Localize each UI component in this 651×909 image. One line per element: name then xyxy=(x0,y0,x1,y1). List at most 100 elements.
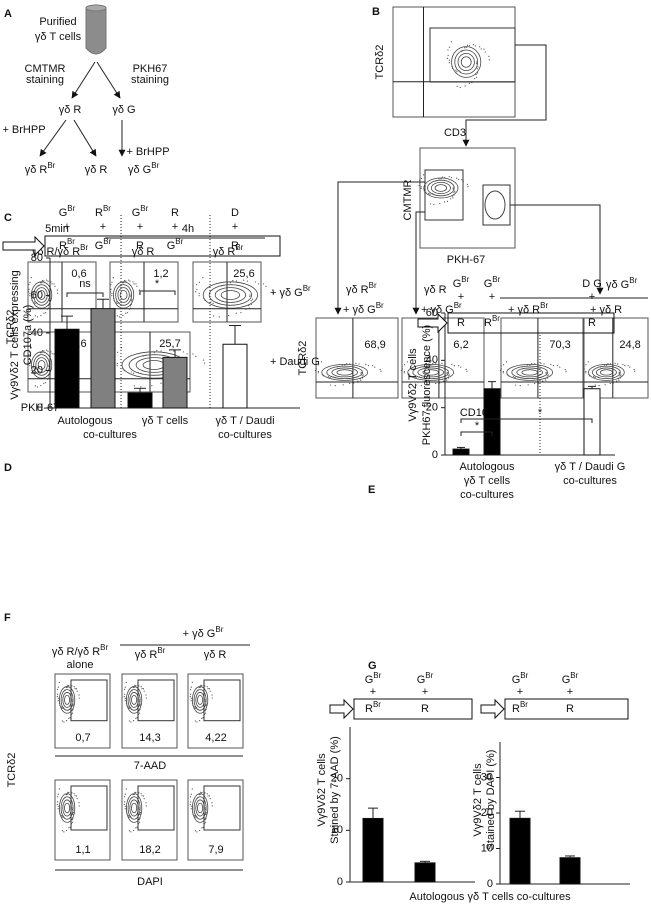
label-superscript: Br xyxy=(540,301,548,310)
condition-label: + xyxy=(422,686,428,698)
event-dot xyxy=(452,197,454,199)
event-dot xyxy=(191,681,193,683)
label: 1,1 xyxy=(75,844,90,856)
event-dot xyxy=(448,176,450,178)
condition-label: + xyxy=(489,291,495,303)
event-dot xyxy=(56,801,59,803)
event-dot xyxy=(190,686,192,688)
event-dot xyxy=(63,831,65,833)
event-dot xyxy=(201,685,203,687)
event-dot xyxy=(34,385,36,387)
bar xyxy=(54,328,80,409)
event-dot xyxy=(130,707,132,709)
condition-label: D xyxy=(231,207,239,219)
label-text: G xyxy=(512,674,521,686)
event-dot xyxy=(113,298,115,300)
event-dot xyxy=(125,681,127,683)
condition-label: GBr xyxy=(417,671,434,686)
event-dot xyxy=(135,717,137,719)
event-dot xyxy=(38,284,40,286)
event-dot xyxy=(138,819,140,821)
event-dot xyxy=(342,384,344,386)
event-dot xyxy=(427,364,429,366)
label: 4,22 xyxy=(205,732,226,744)
event-dot xyxy=(537,382,540,384)
event-dot xyxy=(194,706,196,708)
event-dot xyxy=(203,362,206,364)
label-superscript: Br xyxy=(100,643,108,652)
event-dot xyxy=(72,699,74,701)
event-dot xyxy=(517,376,520,378)
event-dot xyxy=(585,370,587,373)
event-dot xyxy=(216,301,218,304)
event-dot xyxy=(466,370,468,372)
panel-label: G xyxy=(368,660,377,672)
event-dot xyxy=(358,363,360,365)
event-dot xyxy=(451,363,453,366)
event-dot xyxy=(420,385,422,387)
event-dot xyxy=(128,720,130,722)
event-dot xyxy=(138,821,141,823)
event-dot xyxy=(618,379,620,381)
event-dot xyxy=(130,294,132,296)
label-superscript: Br xyxy=(140,204,148,213)
event-dot xyxy=(71,712,74,714)
condition-label: + xyxy=(517,686,523,698)
event-dot xyxy=(29,292,31,295)
event-dot xyxy=(534,363,536,365)
event-dot xyxy=(51,353,53,355)
condition-label: GBr xyxy=(95,237,112,252)
flow-plot-frame xyxy=(392,6,516,118)
contour xyxy=(412,365,450,380)
event-dot xyxy=(123,693,126,695)
label-superscript: Br xyxy=(373,700,381,709)
event-dot xyxy=(601,365,603,368)
event-dot xyxy=(209,690,211,692)
event-dot xyxy=(139,807,141,809)
event-dot xyxy=(443,380,445,382)
significance-label: ns xyxy=(79,278,91,290)
event-dot xyxy=(189,693,192,695)
label: γδ GBr xyxy=(606,276,638,291)
event-dot xyxy=(271,289,274,291)
event-dot xyxy=(36,386,39,388)
event-dot xyxy=(473,78,476,80)
label-superscript: Br xyxy=(376,301,384,310)
event-dot xyxy=(380,370,382,372)
panel-label: F xyxy=(4,612,11,624)
event-dot xyxy=(418,376,421,378)
event-dot xyxy=(448,59,451,61)
significance-bracket xyxy=(460,431,493,436)
event-dot xyxy=(132,794,134,796)
event-dot xyxy=(403,370,405,373)
event-dot xyxy=(31,368,33,370)
label-superscript: Br xyxy=(103,204,111,213)
event-dot xyxy=(210,301,212,303)
event-dot xyxy=(132,829,135,832)
label-superscript: Br xyxy=(67,237,75,246)
event-dot xyxy=(71,685,73,687)
event-dot xyxy=(173,350,175,352)
label-text: γδ R xyxy=(135,649,158,661)
event-dot xyxy=(39,352,42,354)
event-dot xyxy=(56,289,58,291)
event-dot xyxy=(240,312,242,314)
event-dot xyxy=(132,281,134,283)
group-label: Autologous xyxy=(57,415,113,427)
event-dot xyxy=(44,312,47,314)
event-dot xyxy=(521,366,523,368)
event-dot xyxy=(37,355,39,357)
event-dot xyxy=(456,85,458,87)
contour xyxy=(117,287,130,303)
event-dot xyxy=(112,276,114,279)
event-dot xyxy=(43,382,45,384)
event-dot xyxy=(207,688,209,690)
contour xyxy=(599,369,613,376)
event-dot xyxy=(123,688,126,691)
event-dot xyxy=(140,793,142,795)
event-dot xyxy=(598,385,600,387)
contour xyxy=(331,367,358,378)
event-dot xyxy=(413,376,416,378)
event-dot xyxy=(475,76,478,78)
event-dot xyxy=(72,807,74,809)
